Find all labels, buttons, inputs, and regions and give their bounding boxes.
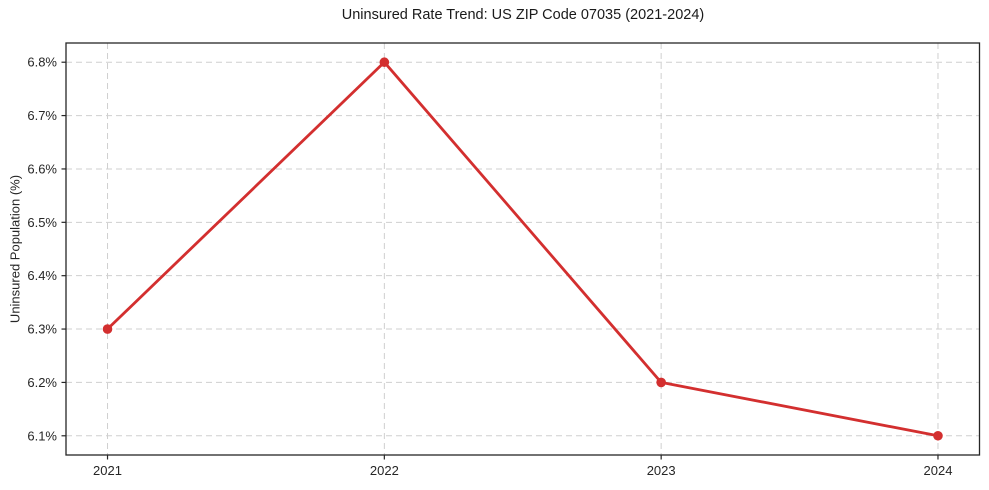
y-tick-label: 6.8% (27, 55, 57, 70)
chart-title: Uninsured Rate Trend: US ZIP Code 07035 … (341, 7, 705, 23)
y-tick-label: 6.2% (27, 375, 57, 390)
x-tick-label: 2023 (647, 463, 676, 478)
x-tick-label: 2021 (93, 463, 122, 478)
trend-line (106, 60, 940, 438)
y-tick-label: 6.6% (27, 161, 57, 176)
y-tick-label: 6.3% (27, 322, 57, 337)
y-tick-label: 6.7% (27, 108, 57, 123)
x-tick-label: 2022 (370, 463, 399, 478)
x-tick-label: 2024 (924, 463, 953, 478)
data-point-marker (933, 430, 943, 441)
y-tick-label: 6.4% (27, 268, 57, 283)
axes-spines (65, 42, 981, 456)
data-point-marker (379, 57, 390, 68)
y-tick-label: 6.5% (27, 215, 57, 230)
data-point-marker (102, 324, 113, 334)
data-point-marker (656, 377, 666, 388)
y-tick-label: 6.1% (27, 428, 57, 443)
